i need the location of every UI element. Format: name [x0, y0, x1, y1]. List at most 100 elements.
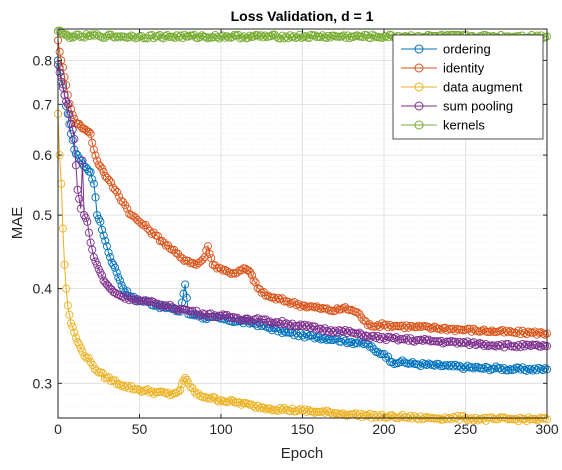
data-point — [418, 336, 427, 345]
data-point — [293, 33, 302, 42]
data-point — [510, 365, 519, 374]
data-point — [111, 185, 120, 194]
data-point — [237, 400, 246, 409]
data-point — [483, 363, 492, 372]
data-point — [201, 33, 210, 42]
data-point — [80, 211, 89, 220]
data-point — [326, 408, 336, 417]
data-point — [396, 358, 405, 367]
data-point — [526, 341, 535, 351]
data-point — [133, 33, 142, 42]
data-point — [322, 33, 331, 43]
data-point — [404, 323, 413, 332]
data-point — [506, 365, 515, 374]
data-point — [96, 368, 105, 377]
axes: 0 50 100 150 200 250 300 0.3 0.4 0.5 0.6 0.7 0.8 — [33, 28, 559, 437]
legend-item: kernels — [401, 118, 485, 133]
x-tick-label: 200 — [372, 421, 396, 437]
x-axis-label: Epoch — [281, 445, 324, 462]
data-point — [287, 33, 297, 42]
data-point — [91, 193, 100, 202]
data-point — [485, 327, 495, 336]
data-point — [500, 364, 509, 373]
data-point — [282, 319, 291, 328]
data-point — [96, 217, 105, 226]
data-point — [253, 314, 262, 323]
data-point — [306, 323, 315, 332]
data-point — [243, 314, 252, 323]
series-identity — [53, 36, 552, 339]
data-point — [269, 293, 279, 302]
data-point — [449, 324, 458, 333]
data-point — [390, 412, 399, 421]
data-point — [188, 258, 197, 267]
data-point — [143, 224, 152, 233]
data-point — [337, 305, 346, 314]
data-point — [88, 30, 97, 39]
data-point — [249, 276, 258, 285]
data-point — [365, 334, 374, 343]
data-point — [286, 406, 295, 416]
data-point — [255, 32, 264, 41]
data-point — [310, 334, 319, 343]
data-point — [516, 365, 525, 374]
data-point — [341, 336, 350, 345]
data-point — [414, 415, 423, 424]
data-point — [251, 320, 260, 329]
data-point — [101, 236, 110, 245]
legend-marker — [414, 101, 424, 111]
data-point — [394, 358, 403, 368]
data-point — [106, 30, 116, 39]
data-point — [163, 31, 172, 40]
data-point — [112, 268, 121, 277]
data-point — [263, 291, 272, 300]
data-point — [265, 323, 274, 332]
data-point — [379, 334, 389, 343]
data-point — [518, 340, 527, 349]
data-point — [461, 363, 470, 372]
data-point — [384, 323, 393, 332]
data-point — [257, 31, 266, 40]
data-point — [176, 31, 185, 40]
data-point — [253, 31, 262, 40]
data-point — [445, 362, 454, 371]
data-point — [58, 29, 67, 38]
data-point — [320, 334, 329, 343]
data-point — [296, 302, 305, 311]
data-point — [266, 32, 275, 41]
data-point — [430, 361, 439, 370]
data-point — [370, 31, 379, 40]
data-point — [93, 260, 102, 269]
legend-marker — [414, 63, 424, 73]
data-point — [424, 335, 433, 344]
data-point — [292, 407, 301, 416]
data-point — [457, 339, 466, 348]
chart-title: Loss Validation, d = 1 — [231, 8, 374, 24]
data-point — [75, 194, 84, 203]
data-point — [206, 394, 215, 403]
data-point — [65, 33, 74, 42]
data-point — [498, 366, 507, 375]
data-point — [294, 321, 303, 331]
data-point — [475, 364, 484, 373]
data-point — [108, 183, 118, 192]
data-point — [184, 379, 193, 388]
data-point — [249, 32, 258, 41]
data-point — [502, 366, 511, 375]
data-point — [228, 32, 237, 41]
data-point — [265, 317, 274, 326]
data-point — [467, 327, 476, 336]
data-point — [375, 335, 384, 344]
data-point — [412, 322, 421, 332]
data-point — [212, 396, 221, 405]
data-point — [540, 330, 550, 339]
data-point — [81, 213, 90, 222]
data-point — [273, 318, 283, 327]
data-point — [351, 329, 360, 338]
data-point — [396, 335, 405, 344]
data-point — [475, 338, 484, 348]
data-point — [91, 151, 100, 160]
data-point — [102, 32, 111, 41]
data-point — [447, 415, 456, 424]
